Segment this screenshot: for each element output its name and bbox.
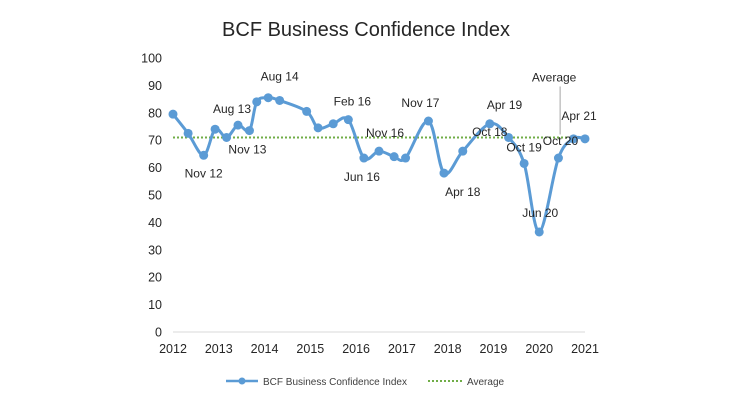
chart-title: BCF Business Confidence Index [222, 19, 510, 41]
y-tick-label: 60 [148, 161, 162, 175]
data-point [313, 123, 323, 133]
x-tick-label: 2013 [205, 342, 233, 356]
data-point [401, 153, 411, 163]
x-tick-label: 2019 [480, 342, 508, 356]
data-point [569, 134, 579, 144]
x-tick-label: 2012 [159, 342, 187, 356]
data-point [328, 119, 338, 129]
data-point [504, 132, 514, 142]
data-point [580, 134, 590, 144]
data-label: Oct 20 [543, 134, 579, 148]
data-point [553, 153, 563, 163]
data-point [485, 119, 495, 129]
data-point [168, 109, 178, 119]
data-label: Jun 20 [522, 206, 558, 220]
data-point [519, 158, 529, 168]
y-tick-label: 0 [155, 326, 162, 340]
y-tick-label: 30 [148, 243, 162, 257]
x-tick-label: 2016 [342, 342, 370, 356]
data-label: Apr 21 [561, 109, 597, 123]
data-point [244, 126, 254, 136]
y-tick-label: 100 [141, 52, 162, 66]
data-point [263, 93, 273, 103]
data-label: Apr 19 [487, 98, 523, 112]
data-point [389, 152, 399, 162]
legend-series-marker [238, 377, 246, 385]
legend-label-average: Average [467, 377, 505, 388]
y-tick-label: 70 [148, 134, 162, 148]
data-label: Aug 13 [213, 102, 251, 116]
index-line [171, 96, 586, 234]
x-tick-label: 2017 [388, 342, 416, 356]
y-tick-label: 40 [148, 216, 162, 230]
data-label: Jun 16 [344, 170, 380, 184]
y-tick-label: 20 [148, 271, 162, 285]
data-label: Nov 13 [228, 143, 266, 157]
data-point [343, 115, 353, 125]
data-point [439, 168, 449, 178]
x-tick-label: 2018 [434, 342, 462, 356]
data-point [374, 146, 384, 156]
data-label: Oct 19 [506, 140, 542, 154]
y-tick-label: 50 [148, 189, 162, 203]
x-tick-label: 2014 [251, 342, 279, 356]
y-tick-label: 10 [148, 298, 162, 312]
data-point [458, 146, 468, 156]
legend-label-index: BCF Business Confidence Index [263, 377, 407, 388]
data-point [222, 132, 232, 142]
data-label: Nov 16 [366, 126, 404, 140]
x-tick-label: 2020 [525, 342, 553, 356]
series-layer [168, 93, 590, 237]
x-tick-label: 2015 [296, 342, 324, 356]
data-label: Nov 17 [401, 96, 439, 110]
data-point [275, 95, 285, 105]
data-point [359, 153, 369, 163]
data-label: Apr 18 [445, 185, 481, 199]
data-point [233, 120, 243, 130]
data-point [183, 128, 193, 138]
data-point [210, 124, 220, 134]
y-tick-label: 80 [148, 106, 162, 120]
data-point [199, 150, 209, 160]
data-point [302, 106, 312, 116]
data-label: Average [532, 70, 577, 84]
data-label: Oct 18 [472, 125, 508, 139]
axes: 0 10 20 30 40 50 60 70 80 90 100 2012 2013 2014 2015 20… [141, 52, 599, 357]
data-label: Aug 14 [261, 69, 299, 83]
data-label: Nov 12 [185, 166, 223, 180]
y-tick-label: 90 [148, 79, 162, 93]
data-point [423, 116, 433, 126]
x-tick-label: 2021 [571, 342, 599, 356]
data-labels: Nov 12 Aug 13 Nov 13 Aug 14 Feb 16 Nov 16 Jun … [185, 69, 597, 220]
data-point [534, 227, 544, 237]
legend: BCF Business Confidence Index Average [226, 377, 505, 388]
data-label: Feb 16 [334, 95, 372, 109]
data-point [252, 97, 262, 107]
